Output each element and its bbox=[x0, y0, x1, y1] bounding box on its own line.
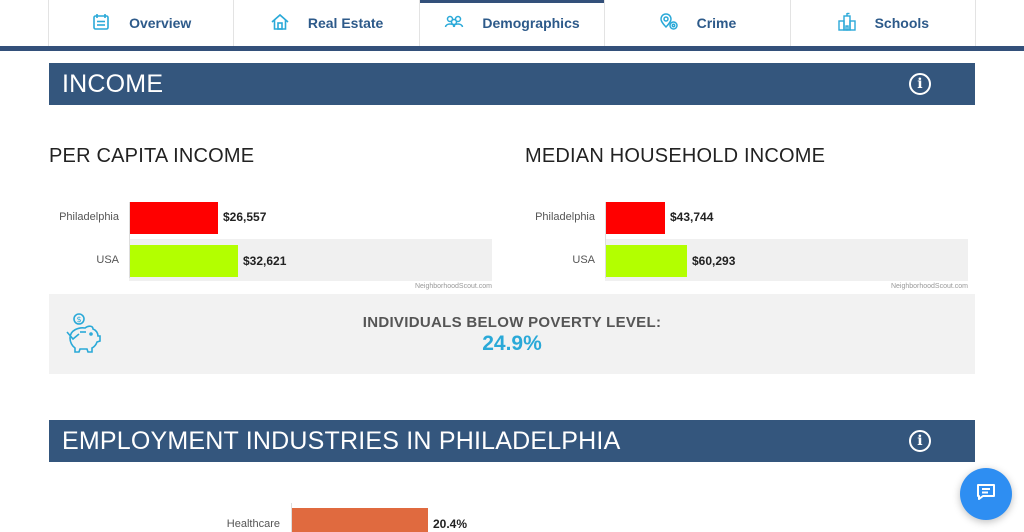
tab-label: Crime bbox=[696, 15, 737, 31]
bar-label: Philadelphia bbox=[59, 211, 119, 223]
per-capita-income-chart: Philadelphia $26,557 USA $32,621 Neighbo… bbox=[49, 196, 492, 292]
median-household-income-chart: Philadelphia $43,744 USA $60,293 Neighbo… bbox=[525, 196, 968, 292]
per-capita-income-title: PER CAPITA INCOME bbox=[49, 145, 255, 167]
tab-label: Demographics bbox=[482, 15, 580, 31]
tab-demographics[interactable]: Demographics bbox=[419, 0, 606, 46]
bar-value: $43,744 bbox=[670, 210, 714, 224]
bar bbox=[606, 245, 687, 277]
chat-bubble-icon bbox=[974, 480, 998, 509]
tab-label: Schools bbox=[874, 15, 930, 31]
poverty-level-box: $ INDIVIDUALS BELOW POVERTY LEVEL: 24.9% bbox=[49, 294, 975, 374]
tab-overview[interactable]: Overview bbox=[49, 0, 235, 46]
section-title: EMPLOYMENT INDUSTRIES IN PHILADELPHIA bbox=[62, 426, 621, 455]
tab-label: Overview bbox=[129, 15, 192, 31]
house-icon bbox=[270, 12, 290, 35]
bar-label: Healthcare bbox=[226, 518, 280, 530]
bar bbox=[292, 508, 428, 532]
bar bbox=[606, 202, 665, 234]
tab-label: Real Estate bbox=[307, 15, 384, 31]
people-icon bbox=[444, 12, 464, 35]
chart-credit: NeighborhoodScout.com bbox=[890, 283, 968, 290]
location-pin-icon bbox=[659, 12, 679, 35]
median-household-income-title: MEDIAN HOUSEHOLD INCOME bbox=[525, 145, 826, 167]
chart-axis bbox=[129, 202, 130, 278]
info-icon[interactable]: i bbox=[909, 430, 931, 452]
bar-value: $32,621 bbox=[243, 254, 287, 268]
section-tabs: Overview Real Estate Demographics Crime … bbox=[48, 0, 977, 46]
bar-label: Philadelphia bbox=[535, 211, 595, 223]
school-building-icon bbox=[837, 12, 857, 35]
info-icon[interactable]: i bbox=[909, 73, 931, 95]
bar bbox=[130, 202, 218, 234]
poverty-label: INDIVIDUALS BELOW POVERTY LEVEL: bbox=[362, 314, 662, 331]
bar bbox=[130, 245, 238, 277]
tab-real-estate[interactable]: Real Estate bbox=[234, 0, 420, 46]
piggy-bank-icon: $ bbox=[65, 312, 101, 356]
chart-axis bbox=[291, 503, 292, 532]
bar-value: 20.4% bbox=[433, 517, 468, 531]
income-section-header: INCOME i bbox=[49, 63, 975, 105]
chart-axis bbox=[605, 202, 606, 278]
chart-credit: NeighborhoodScout.com bbox=[414, 283, 492, 290]
bar-label: USA bbox=[572, 254, 595, 266]
bar-value: $26,557 bbox=[223, 210, 267, 224]
chat-button[interactable] bbox=[960, 468, 1012, 520]
employment-section-header: EMPLOYMENT INDUSTRIES IN PHILADELPHIA i bbox=[49, 420, 975, 462]
tab-schools[interactable]: Schools bbox=[790, 0, 977, 46]
calendar-list-icon bbox=[91, 12, 111, 35]
bar-value: $60,293 bbox=[692, 254, 736, 268]
tab-underline bbox=[0, 46, 1024, 51]
section-title: INCOME bbox=[62, 69, 164, 98]
poverty-value: 24.9% bbox=[482, 332, 542, 355]
bar-label: USA bbox=[96, 254, 119, 266]
tab-crime[interactable]: Crime bbox=[605, 0, 791, 46]
svg-text:$: $ bbox=[77, 315, 82, 324]
